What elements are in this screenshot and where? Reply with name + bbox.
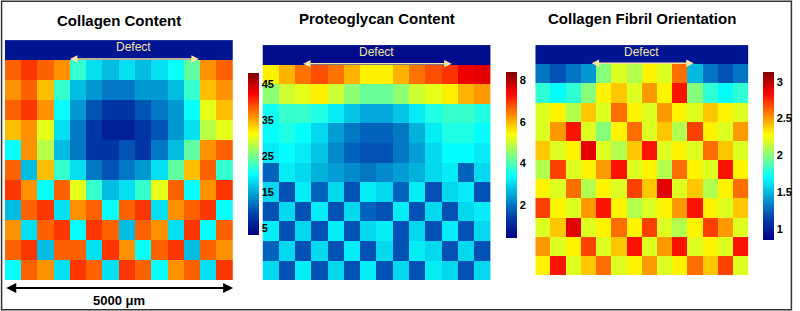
svg-text:45: 45 <box>262 78 274 90</box>
svg-text:Defect: Defect <box>359 45 394 59</box>
svg-text:4: 4 <box>520 157 527 169</box>
svg-text:8: 8 <box>520 74 526 86</box>
svg-text:2.5: 2.5 <box>777 112 792 124</box>
svg-text:6: 6 <box>520 116 526 128</box>
svg-text:5: 5 <box>262 222 268 234</box>
svg-text:Collagen Content: Collagen Content <box>57 12 181 29</box>
svg-text:5000 μm: 5000 μm <box>93 293 145 308</box>
svg-text:3: 3 <box>777 76 783 88</box>
svg-text:Defect: Defect <box>116 40 151 54</box>
svg-text:Collagen Fibril Orientation: Collagen Fibril Orientation <box>548 10 736 27</box>
svg-text:25: 25 <box>262 150 274 162</box>
svg-text:35: 35 <box>262 114 274 126</box>
svg-text:2: 2 <box>777 149 783 161</box>
svg-text:1: 1 <box>777 223 783 235</box>
svg-text:Proteoglycan Content: Proteoglycan Content <box>299 10 455 27</box>
svg-text:2: 2 <box>520 199 526 211</box>
svg-text:15: 15 <box>262 186 274 198</box>
svg-text:1.5: 1.5 <box>777 186 792 198</box>
svg-text:Defect: Defect <box>624 45 659 59</box>
